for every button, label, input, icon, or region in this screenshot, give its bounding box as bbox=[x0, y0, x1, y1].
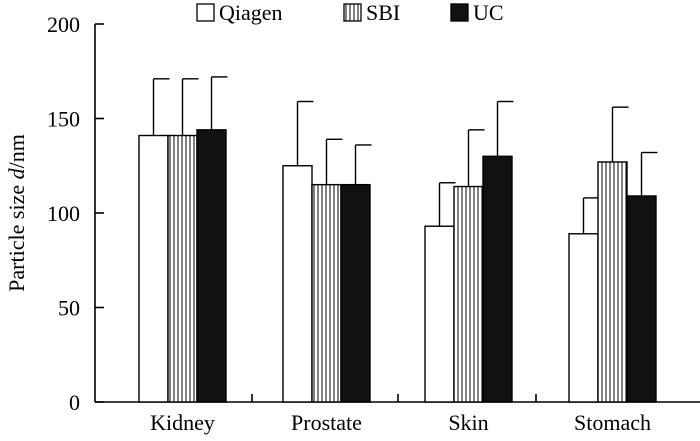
y-tick-label: 50 bbox=[58, 296, 80, 321]
bar-uc-kidney bbox=[196, 129, 227, 403]
legend-label-qiagen: Qiagen bbox=[219, 0, 283, 25]
y-tick-label: 0 bbox=[69, 390, 80, 415]
x-tick-label-prostate: Prostate bbox=[291, 410, 362, 435]
legend-label-uc: UC bbox=[473, 0, 504, 25]
bar-sbi-kidney bbox=[167, 134, 198, 403]
bar-sbi-skin bbox=[453, 185, 484, 403]
bar-uc-skin bbox=[482, 155, 513, 403]
y-tick-label: 200 bbox=[47, 12, 80, 37]
y-axis-title: Particle size d/nm bbox=[4, 134, 29, 292]
legend-label-sbi: SBI bbox=[366, 0, 400, 25]
bar-qiagen-skin bbox=[424, 225, 455, 403]
y-axis-title-symbol: d bbox=[4, 167, 29, 179]
x-tick-label-skin: Skin bbox=[448, 410, 488, 435]
x-tick-label-stomach: Stomach bbox=[574, 410, 651, 435]
y-axis-title-unit: /nm bbox=[4, 134, 29, 168]
y-tick-label: 100 bbox=[47, 201, 80, 226]
y-axis-title-prefix: Particle size bbox=[4, 179, 29, 291]
legend-swatch-uc bbox=[450, 3, 469, 22]
bar-qiagen-prostate bbox=[282, 165, 313, 403]
bar-sbi-stomach bbox=[597, 161, 628, 403]
bar-uc-stomach bbox=[626, 195, 657, 403]
x-tick-label-kidney: Kidney bbox=[150, 410, 215, 435]
bar-sbi-prostate bbox=[311, 183, 342, 403]
bar-qiagen-stomach bbox=[568, 233, 599, 403]
bar-qiagen-kidney bbox=[138, 134, 169, 403]
legend-swatch-sbi bbox=[343, 3, 362, 22]
legend-swatch-qiagen bbox=[196, 3, 215, 22]
bar-uc-prostate bbox=[340, 183, 371, 403]
y-tick-label: 150 bbox=[47, 107, 80, 132]
